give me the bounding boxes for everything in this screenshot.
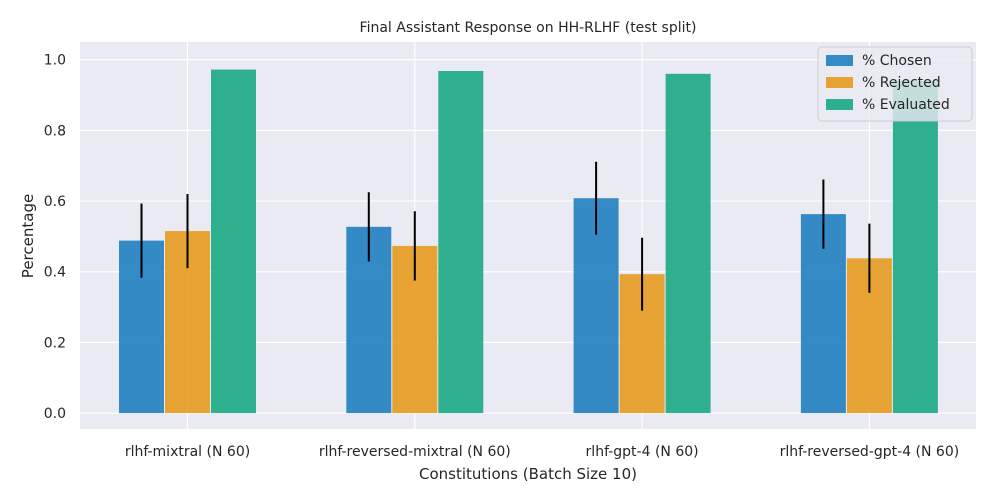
error-bars (140, 161, 871, 311)
y-axis-label: Percentage (19, 194, 37, 278)
legend-swatch (826, 77, 853, 88)
y-tick-label: 0.0 (44, 406, 66, 422)
bar (438, 70, 484, 414)
legend-label: % Chosen (862, 53, 932, 69)
y-tick-label: 0.2 (44, 335, 66, 351)
legend: % Chosen % Rejected % Evaluated (817, 46, 973, 122)
x-tick-labels: rlhf-mixtral (N 60) rlhf-reversed-mixtral… (125, 444, 959, 460)
legend-swatch (826, 99, 853, 110)
x-tick-label: rlhf-reversed-gpt-4 (N 60) (780, 444, 960, 460)
legend-label: % Evaluated (862, 97, 950, 113)
x-tick-label: rlhf-gpt-4 (N 60) (586, 444, 699, 460)
bar (665, 73, 711, 414)
bars (119, 69, 938, 414)
legend-swatch (826, 55, 853, 66)
bar (892, 80, 938, 414)
chart-title: Final Assistant Response on HH-RLHF (tes… (360, 20, 697, 36)
x-tick-label: rlhf-mixtral (N 60) (125, 444, 250, 460)
y-tick-label: 0.6 (44, 194, 66, 210)
bar (211, 69, 256, 414)
y-tick-label: 1.0 (44, 53, 66, 69)
legend-label: % Rejected (862, 75, 941, 91)
legend-box (817, 46, 973, 122)
y-tick-label: 0.8 (44, 123, 66, 139)
y-tick-labels: 0.0 0.2 0.4 0.6 0.8 1.0 (44, 53, 66, 422)
y-tick-label: 0.4 (44, 265, 66, 281)
x-axis-label: Constitutions (Batch Size 10) (419, 465, 637, 483)
x-tick-label: rlhf-reversed-mixtral (N 60) (319, 444, 511, 460)
